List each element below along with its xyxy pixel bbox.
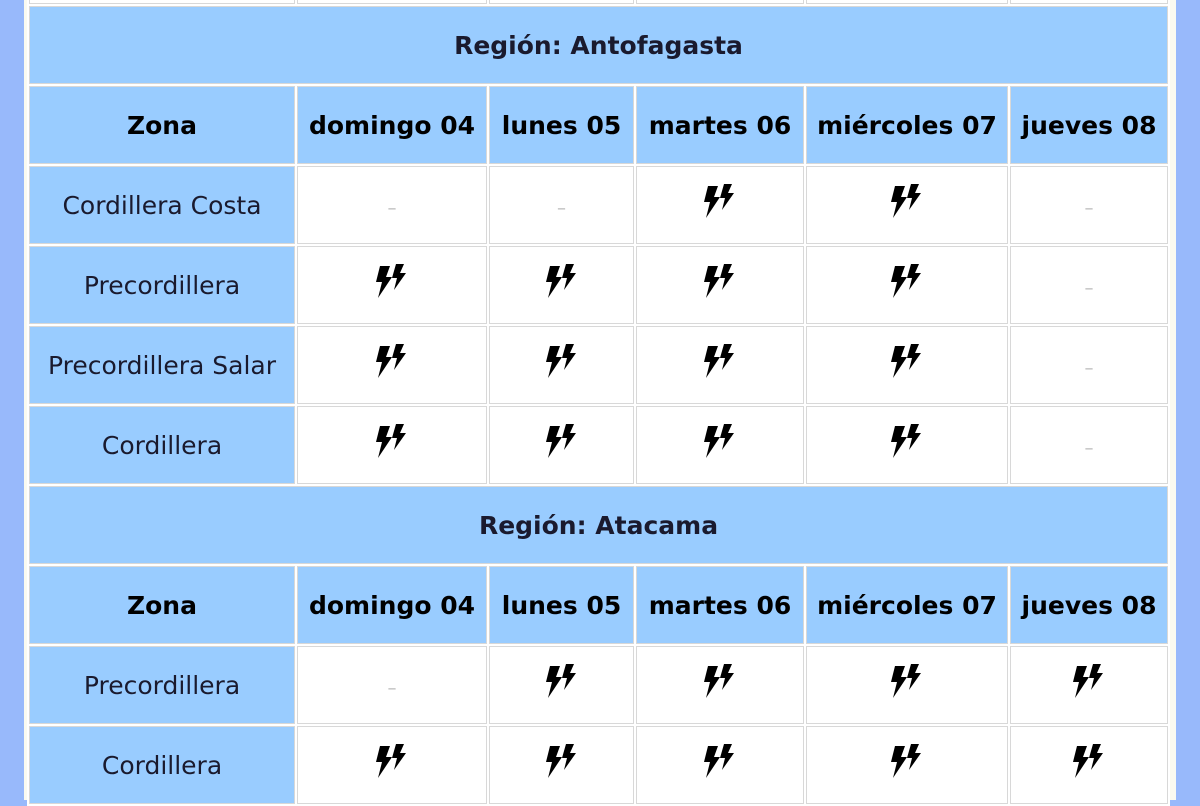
day-header: martes 06: [636, 566, 804, 644]
zona-header: Zona: [29, 86, 295, 164]
no-event-dash: –: [387, 197, 397, 219]
table-row: Cordillera –: [29, 406, 1168, 484]
double-lightning-icon: [372, 264, 412, 308]
storm-cell: [489, 726, 634, 804]
double-lightning-icon: [700, 744, 740, 788]
double-lightning-icon: [700, 184, 740, 228]
region-title: Región: Antofagasta: [29, 6, 1168, 84]
empty-cell: –: [1010, 406, 1168, 484]
double-lightning-icon: [700, 344, 740, 388]
page-container: Región: Antofagasta Zona domingo 04 lunes 0…: [24, 0, 1176, 806]
zona-name: Precordillera: [29, 646, 295, 724]
zona-name: Precordillera: [29, 246, 295, 324]
zona-header: Zona: [29, 566, 295, 644]
storm-cell: [489, 326, 634, 404]
table-row: Precordillera Salar –: [29, 326, 1168, 404]
zona-name: Cordillera: [29, 726, 295, 804]
double-lightning-icon: [887, 184, 927, 228]
storm-cell: [636, 726, 804, 804]
double-lightning-icon: [542, 424, 582, 468]
storm-cell: [806, 726, 1008, 804]
double-lightning-icon: [700, 264, 740, 308]
no-event-dash: –: [387, 677, 397, 699]
double-lightning-icon: [542, 664, 582, 708]
double-lightning-icon: [887, 344, 927, 388]
double-lightning-icon: [372, 744, 412, 788]
storm-cell: [489, 646, 634, 724]
table-row: Precordillera –: [29, 246, 1168, 324]
no-event-dash: –: [1084, 437, 1094, 459]
empty-cell: –: [1010, 166, 1168, 244]
storm-cell: [806, 406, 1008, 484]
day-header: miércoles 07: [806, 86, 1008, 164]
zona-name: Precordillera Salar: [29, 326, 295, 404]
day-header: jueves 08: [1010, 566, 1168, 644]
storm-cell: [806, 166, 1008, 244]
storm-cell: [636, 166, 804, 244]
double-lightning-icon: [372, 424, 412, 468]
storm-cell: [297, 726, 487, 804]
storm-forecast-table: Región: Antofagasta Zona domingo 04 lunes 0…: [27, 0, 1170, 806]
no-event-dash: –: [1084, 197, 1094, 219]
storm-cell: [489, 246, 634, 324]
double-lightning-icon: [1069, 744, 1109, 788]
double-lightning-icon: [542, 344, 582, 388]
double-lightning-icon: [887, 744, 927, 788]
no-event-dash: –: [1084, 277, 1094, 299]
double-lightning-icon: [372, 344, 412, 388]
zona-name: Cordillera Costa: [29, 166, 295, 244]
day-header: lunes 05: [489, 566, 634, 644]
no-event-dash: –: [557, 197, 566, 219]
previous-row: [29, 0, 1168, 4]
table-row: Cordillera: [29, 726, 1168, 804]
double-lightning-icon: [542, 264, 582, 308]
storm-cell: [297, 326, 487, 404]
no-event-dash: –: [1084, 357, 1094, 379]
double-lightning-icon: [700, 424, 740, 468]
storm-cell: [806, 326, 1008, 404]
column-header-row: Zona domingo 04 lunes 05 martes 06 miércoles…: [29, 566, 1168, 644]
empty-cell: –: [1010, 326, 1168, 404]
column-header-row: Zona domingo 04 lunes 05 martes 06 miércoles…: [29, 86, 1168, 164]
storm-cell: [297, 406, 487, 484]
storm-cell: [636, 646, 804, 724]
double-lightning-icon: [887, 424, 927, 468]
double-lightning-icon: [542, 744, 582, 788]
storm-cell: [297, 246, 487, 324]
day-header: domingo 04: [297, 86, 487, 164]
double-lightning-icon: [887, 264, 927, 308]
day-header: lunes 05: [489, 86, 634, 164]
empty-cell: –: [297, 166, 487, 244]
day-header: miércoles 07: [806, 566, 1008, 644]
region-title: Región: Atacama: [29, 486, 1168, 564]
table-row: Precordillera –: [29, 646, 1168, 724]
double-lightning-icon: [700, 664, 740, 708]
double-lightning-icon: [1069, 664, 1109, 708]
storm-cell: [1010, 646, 1168, 724]
empty-cell: –: [297, 646, 487, 724]
empty-cell: –: [1010, 246, 1168, 324]
day-header: martes 06: [636, 86, 804, 164]
storm-cell: [1010, 726, 1168, 804]
double-lightning-icon: [887, 664, 927, 708]
storm-cell: [806, 646, 1008, 724]
storm-cell: [636, 326, 804, 404]
storm-cell: [489, 406, 634, 484]
storm-cell: [636, 246, 804, 324]
empty-cell: –: [489, 166, 634, 244]
day-header: domingo 04: [297, 566, 487, 644]
zona-name: Cordillera: [29, 406, 295, 484]
day-header: jueves 08: [1010, 86, 1168, 164]
storm-cell: [806, 246, 1008, 324]
region-header-row: Región: Atacama: [29, 486, 1168, 564]
region-header-row: Región: Antofagasta: [29, 6, 1168, 84]
table-row: Cordillera Costa – – –: [29, 166, 1168, 244]
storm-cell: [636, 406, 804, 484]
